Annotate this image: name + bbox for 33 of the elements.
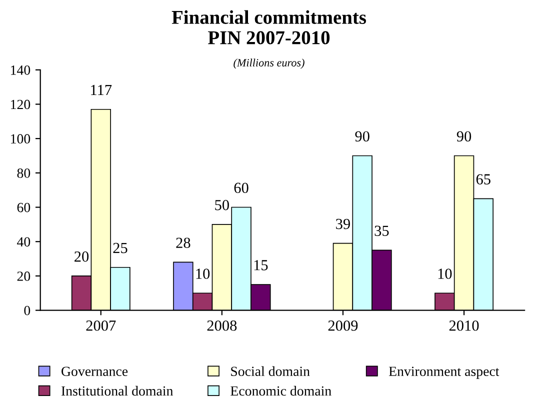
data-label: 39	[336, 218, 350, 230]
data-label: 90	[456, 131, 472, 142]
y-tick-label: 140	[11, 65, 30, 75]
data-label: 90	[355, 131, 370, 142]
data-label: 28	[176, 238, 190, 248]
data-label: 25	[113, 242, 128, 254]
data-label: 35	[374, 226, 389, 236]
legend-label: Social domain	[231, 366, 310, 376]
chart-subtitle: (Millions euros)	[234, 58, 304, 69]
y-tick-label: 20	[17, 272, 30, 281]
data-label: 65	[476, 174, 490, 184]
chart-title: Financial commitments PIN 2007-2010	[172, 10, 366, 44]
y-tick-label: 120	[11, 100, 30, 110]
data-label: 60	[234, 182, 248, 194]
x-tick-label: 2010	[449, 320, 479, 331]
y-tick-label: 40	[17, 237, 30, 247]
data-label: 15	[254, 260, 268, 270]
x-tick-label: 2007	[86, 320, 116, 331]
legend-label: Environment aspect	[388, 366, 500, 379]
y-tick-label: 0	[24, 306, 30, 316]
legend-label: Institutional domain	[61, 386, 174, 396]
data-label: 117	[91, 84, 112, 96]
x-tick-label: 2009	[328, 320, 358, 331]
y-tick-label: 60	[17, 202, 30, 212]
legend-label: Governance	[62, 366, 128, 376]
y-tick-label: 100	[11, 134, 30, 144]
x-tick-label: 2008	[207, 320, 237, 331]
data-label: 50	[215, 200, 229, 210]
y-tick-label: 80	[17, 168, 30, 178]
legend-label: Economic domain	[230, 386, 332, 396]
data-label: 10	[438, 268, 452, 279]
data-label: 10	[196, 268, 210, 279]
data-label: 20	[74, 251, 89, 262]
